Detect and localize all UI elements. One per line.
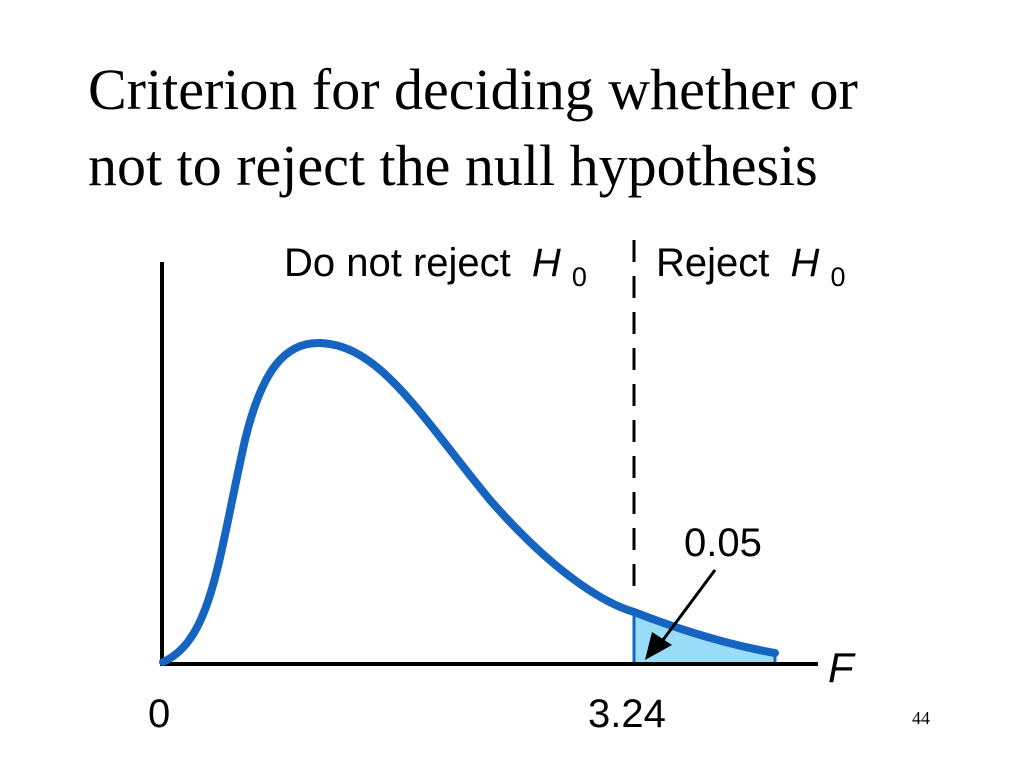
critical-value-tick-label: 3.24	[588, 692, 666, 736]
slide-title-line-1: Criterion for deciding whether or	[88, 57, 858, 122]
page-number: 44	[912, 708, 930, 728]
do-not-reject-hypothesis: H	[532, 241, 561, 285]
do-not-reject-label: Do not reject H 0	[284, 241, 587, 292]
arrowhead-icon	[645, 632, 672, 660]
f-distribution-curve	[159, 338, 779, 666]
do-not-reject-text: Do not reject	[284, 241, 511, 285]
slide-title-line-2: not to reject the null hypothesis	[88, 133, 818, 198]
reject-hypothesis: H	[791, 241, 820, 285]
reject-subscript: 0	[831, 262, 846, 292]
x-origin-tick-label: 0	[148, 692, 170, 736]
slide-title: Criterion for deciding whether or not to…	[88, 52, 988, 204]
reject-label: Reject H 0	[656, 241, 846, 292]
do-not-reject-subscript: 0	[572, 262, 587, 292]
x-axis-label: F	[828, 644, 856, 691]
tail-area-label: 0.05	[684, 521, 762, 565]
tail-area-arrow	[658, 569, 717, 645]
reject-text: Reject	[656, 241, 769, 285]
